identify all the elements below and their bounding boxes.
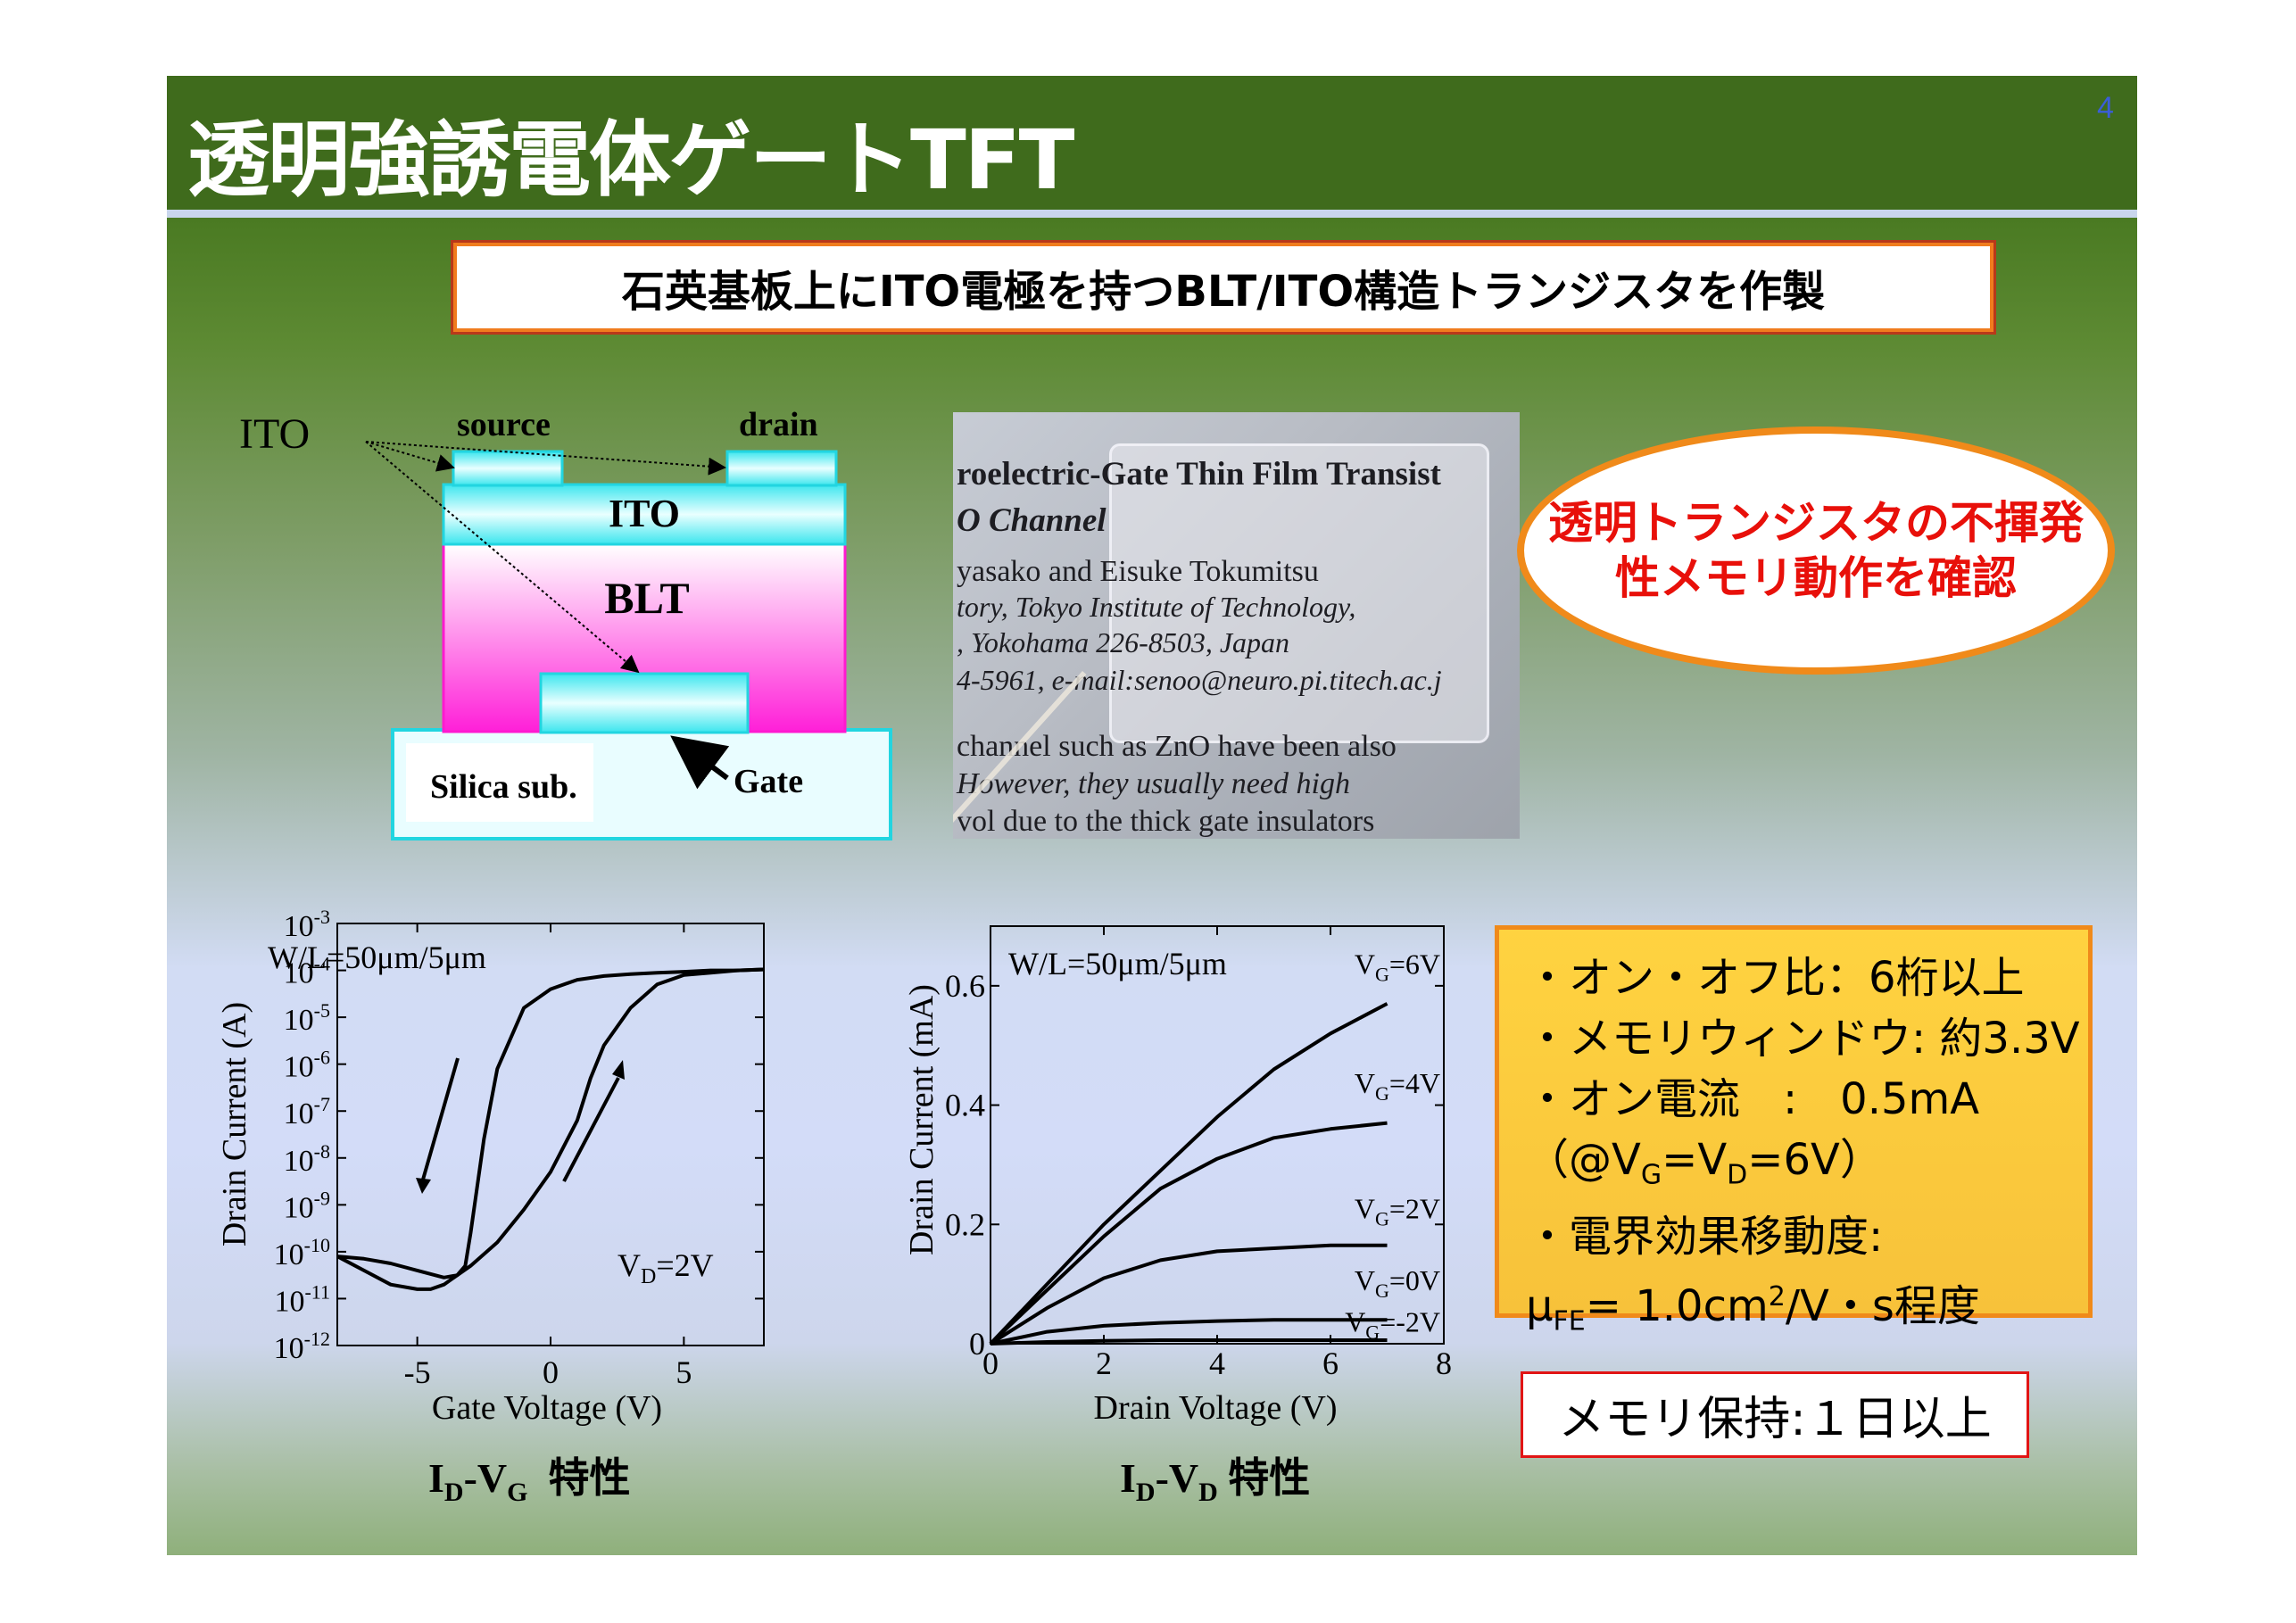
headline-box: 石英基板上にITO電極を持つBLT/ITO構造トランジスタを作製 xyxy=(453,243,1993,332)
photo-text-line: tory, Tokyo Institute of Technology, xyxy=(957,591,1356,623)
title-divider xyxy=(167,210,2137,218)
chart2-xlabel: Drain Voltage (V) xyxy=(1094,1389,1338,1427)
sweep-down-arrow xyxy=(421,1057,460,1180)
chart2-ylabel: Drain Current (mA) xyxy=(903,984,941,1255)
chart1-y-tick-label: 10-9 xyxy=(284,1187,330,1224)
chart1-annotation: W/L=50μm/5μm xyxy=(268,940,486,975)
device-photo: roelectric-Gate Thin Film Transist O Cha… xyxy=(953,412,1520,839)
chart1-x-tick-label: 5 xyxy=(676,1354,692,1390)
photo-text-line: , Yokohama 226-8503, Japan xyxy=(957,626,1290,658)
chart2-x-tick-label: 8 xyxy=(1436,1346,1452,1381)
photo-text-line: channel such as ZnO have been also xyxy=(957,730,1397,763)
chart2-series-line-3 xyxy=(989,1243,1388,1346)
blt-layer-label: BLT xyxy=(604,573,689,623)
sweep-down-arrowhead xyxy=(416,1178,431,1194)
ito-arrow-source xyxy=(365,441,455,472)
photo-text-line: roelectric-Gate Thin Film Transist xyxy=(957,456,1441,493)
chart2-series-line-1 xyxy=(989,1002,1388,1346)
source-label: source xyxy=(457,406,551,443)
spec-memory-window: ・メモリウィンドウ: 約3.3V xyxy=(1526,1014,2080,1064)
photo-text-line: However, they usually need high xyxy=(957,767,1350,800)
photo-text-line: O Channel xyxy=(957,502,1107,539)
chart1-series-line-1 xyxy=(336,967,765,1291)
chart1-caption: ID-VG 特性 xyxy=(428,1453,631,1508)
substrate-label-bg xyxy=(406,743,593,822)
chart2-y-tick-label: 0.6 xyxy=(945,968,985,1004)
specs-box: ・オン・オフ比：6桁以上 ・メモリウィンドウ: 約3.3V ・オン電流 : 0.… xyxy=(1495,925,2093,1337)
chart1-series-line-2 xyxy=(336,967,765,1279)
chart1-y-tick-label: 10-6 xyxy=(284,1047,330,1084)
chart1-x-tick-label: 0 xyxy=(543,1354,559,1390)
gate-arrow xyxy=(670,735,730,790)
chart2-series-line-4 xyxy=(990,1318,1388,1346)
page-number: 4 xyxy=(2097,91,2114,125)
title-bar xyxy=(167,76,2137,210)
drain-label: drain xyxy=(739,406,818,443)
chart2-y-tick-label: 0.4 xyxy=(945,1088,985,1123)
ito-label: ITO xyxy=(239,410,310,458)
gate-label: Gate xyxy=(734,763,803,800)
chart2-x-tick-label: 6 xyxy=(1322,1346,1339,1381)
chart2-caption: ID-VD 特性 xyxy=(1120,1453,1311,1508)
spec-on-current: ・オン電流 : 0.5mA xyxy=(1526,1074,1980,1124)
headline-text: 石英基板上にITO電極を持つBLT/ITO構造トランジスタを作製 xyxy=(621,267,1826,317)
spec-mobility-label: ・電界効果移動度: xyxy=(1526,1211,1884,1262)
callout-line-1: 透明トランジスタの不揮発 xyxy=(1548,497,2084,549)
chart2-annotation: W/L=50μm/5μm xyxy=(1008,946,1227,981)
chart1-vd-label: VD=2V xyxy=(618,1247,714,1288)
photo-text-line: 4-5961, e-mail:senoo@neuro.pi.titech.ac.… xyxy=(957,664,1442,696)
chart2-y-tick-label: 0 xyxy=(969,1326,985,1362)
ito-layer-label: ITO xyxy=(609,492,680,535)
chart1-y-tick-label: 10-12 xyxy=(274,1328,330,1365)
chart2-x-tick-label: 2 xyxy=(1096,1346,1112,1381)
chart2-x-tick-label: 0 xyxy=(982,1346,999,1381)
substrate-label: Silica sub. xyxy=(430,768,577,806)
chart2-vg-label: VG=4V xyxy=(1355,1067,1440,1105)
chart2-vg-label: VG=-2V xyxy=(1345,1306,1440,1344)
chart1-y-tick-label: 10-10 xyxy=(274,1234,330,1271)
chart2-series-line-2 xyxy=(989,1121,1388,1346)
chart1-y-tick-label: 10-3 xyxy=(284,906,330,943)
chart2-vg-label: VG=6V xyxy=(1355,948,1440,985)
ito-arrow-drain xyxy=(365,441,726,476)
gate-electrode xyxy=(539,672,750,734)
ito-top-layer xyxy=(442,483,847,546)
retention-text: メモリ保持:１日以上 xyxy=(1558,1393,1992,1446)
callout-line-2: 性メモリ動作を確認 xyxy=(1615,552,2017,604)
photo-text-line: yasako and Eisuke Tokumitsu xyxy=(957,555,1319,588)
ito-arrow-gate xyxy=(365,441,640,674)
chart1-xlabel: Gate Voltage (V) xyxy=(432,1389,662,1427)
spec-condition: （@VG=VD=6V） xyxy=(1526,1135,1883,1191)
chart1-ylabel: Drain Current (A) xyxy=(216,1002,253,1246)
photo-glass-sample xyxy=(1109,443,1489,743)
spec-mobility-value: μFE= 1.0cm2/V・s程度 xyxy=(1526,1280,1980,1337)
drain-electrode xyxy=(725,450,838,487)
photo-text-line: vol due to the thick gate insulators xyxy=(957,805,1375,838)
chart1-y-tick-label: 10-5 xyxy=(284,999,330,1037)
device-diagram: ITO source drain ITO BLT Silica sub. Gat… xyxy=(239,406,892,840)
chart1-x-tick-label: -5 xyxy=(404,1354,431,1390)
sweep-up-arrow xyxy=(562,1077,620,1182)
chart1-y-tick-label: 10-8 xyxy=(284,1140,330,1178)
retention-box: メモリ保持:１日以上 xyxy=(1521,1371,2029,1458)
chart2-y-tick-label: 0.2 xyxy=(945,1206,985,1242)
slide-title: 透明強誘電体ゲートTFT xyxy=(187,112,1074,208)
chart1-y-tick-label: 10-4 xyxy=(284,953,330,990)
id-vg-chart: 10-3 10-4 10-5 10-6 10-7 10-8 10-9 10-10 10-11 10… xyxy=(216,906,765,1427)
chart2-series-line-5 xyxy=(990,1338,1388,1346)
sweep-up-arrowhead xyxy=(612,1060,625,1080)
chart1-y-tick-label: 10-7 xyxy=(284,1093,330,1130)
chart2-x-tick-label: 4 xyxy=(1209,1346,1225,1381)
chart1-y-tick-label: 10-11 xyxy=(274,1280,330,1318)
spec-on-off-ratio: ・オン・オフ比：6桁以上 xyxy=(1526,953,2025,1003)
chart2-vg-label: VG=0V xyxy=(1355,1264,1440,1302)
result-callout: 透明トランジスタの不揮発 性メモリ動作を確認 xyxy=(1517,426,2115,675)
source-electrode xyxy=(452,450,564,487)
chart2-vg-label: VG=2V xyxy=(1355,1193,1440,1230)
id-vd-chart: 0 0.2 0.4 0.6 0 2 4 6 8 W/L=50μm/5μm VG=6V VG=4V V… xyxy=(903,925,1452,1427)
